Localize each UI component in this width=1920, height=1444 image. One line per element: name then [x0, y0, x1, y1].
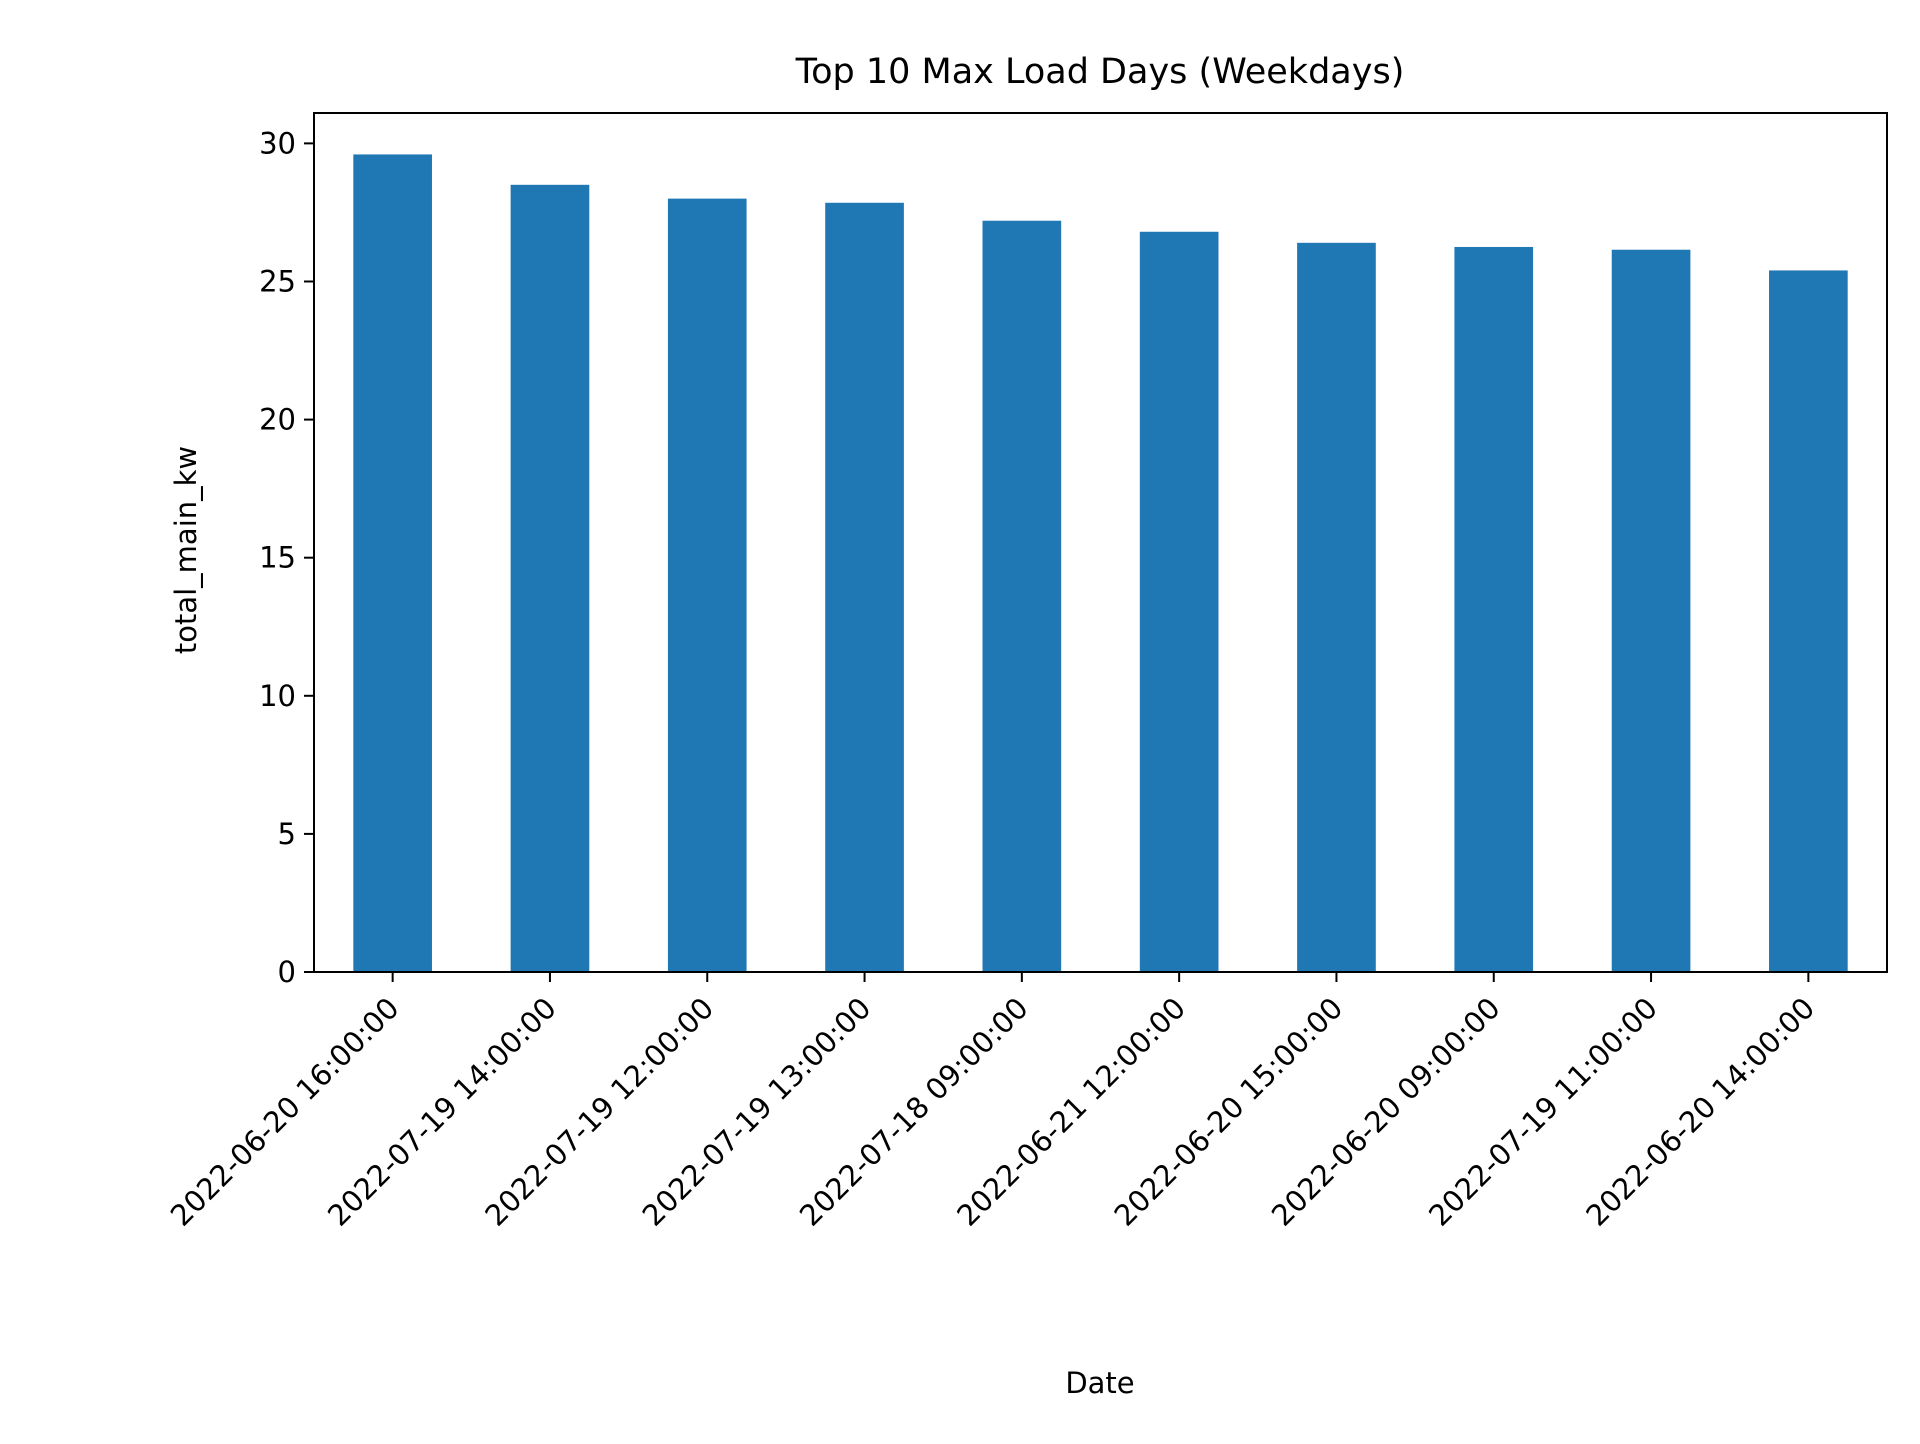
y-tick-label: 0: [278, 955, 296, 989]
y-axis-label: total_main_kw: [169, 446, 203, 654]
axes-frame: [313, 112, 1888, 973]
y-tick-label: 5: [278, 817, 296, 851]
y-tick-label: 20: [259, 403, 296, 437]
bar: [1454, 246, 1534, 972]
chart-title: Top 10 Max Load Days (Weekdays): [795, 52, 1405, 92]
y-tick-label: 30: [259, 126, 296, 160]
y-tick-label: 10: [259, 679, 296, 713]
bar: [1297, 242, 1376, 972]
bar: [982, 220, 1062, 973]
y-tick-label: 15: [259, 541, 296, 575]
bar: [667, 198, 747, 972]
bar: [1769, 270, 1848, 972]
bar: [510, 184, 590, 972]
bar: [1139, 231, 1219, 972]
x-axis-label: Date: [1065, 1366, 1134, 1400]
bar: [353, 154, 432, 972]
bar: [825, 202, 904, 972]
y-tick-label: 25: [259, 264, 296, 298]
bar: [1611, 249, 1691, 973]
